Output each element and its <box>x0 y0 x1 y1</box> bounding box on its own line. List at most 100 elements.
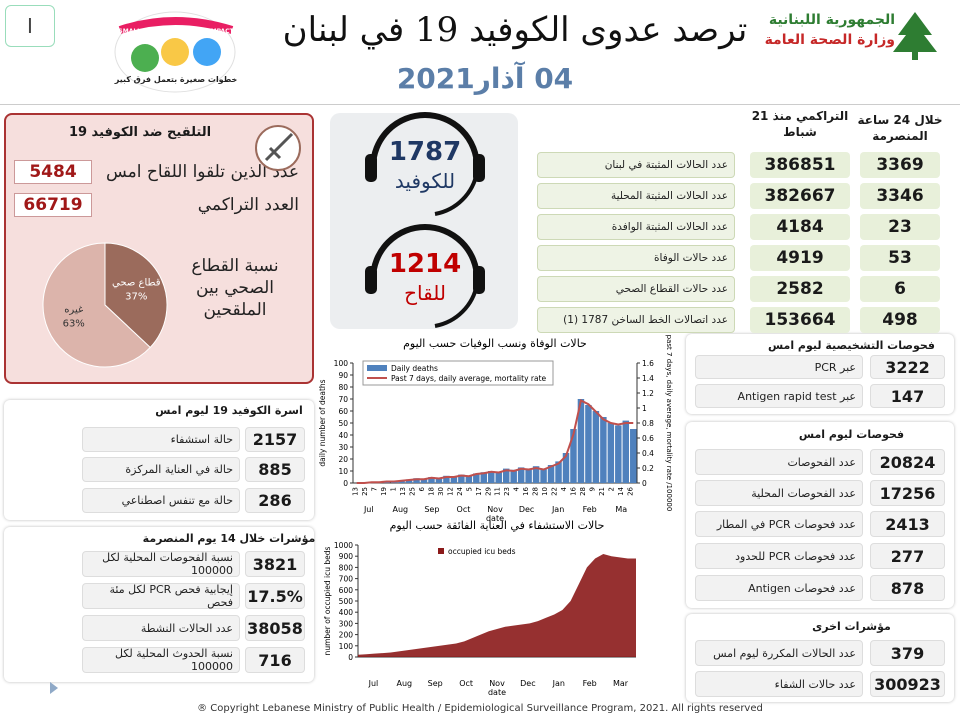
day-label: 18 <box>427 487 435 496</box>
diagnostic-title: فحوصات التشخيصية ليوم امس <box>767 339 936 352</box>
badge: I <box>5 5 55 47</box>
bar <box>622 420 630 483</box>
title: ترصد عدوى الكوفيد 19 في لبنان <box>282 10 748 50</box>
month-label: Sep <box>424 505 439 514</box>
beds-label: حالة استشفاء <box>82 427 240 452</box>
day-label: 11 <box>494 487 502 496</box>
y-tick-label: 0 <box>343 479 348 488</box>
pie-caption: نسبة القطاع الصحي بين الملقحين <box>191 256 279 320</box>
pie-label: غيره <box>64 305 83 316</box>
y2-tick-label: 0.2 <box>642 464 654 473</box>
bar <box>420 479 428 483</box>
legend-swatch <box>438 548 444 554</box>
x-axis-label: date <box>488 688 506 697</box>
summary-cumulative: 382667 <box>750 183 850 209</box>
rate-line <box>356 399 634 484</box>
hotline-number: 1787 <box>389 137 461 167</box>
y-tick-label: 30 <box>338 443 348 452</box>
day-label: 14 <box>617 486 625 495</box>
vaccination-value: 5484 <box>14 160 92 184</box>
indicators14-title: مؤشرات خلال 14 يوم المنصرمة <box>142 532 316 545</box>
logo-slogan: خطوات صغيرة بتعمل فرق كبير <box>114 75 238 84</box>
bar <box>480 472 488 483</box>
headset-ear <box>473 154 485 182</box>
tests-value: 17256 <box>870 480 945 506</box>
day-label: 5 <box>465 487 473 491</box>
indicators14-value: 3821 <box>245 551 305 577</box>
legend-swatch <box>367 365 387 371</box>
bar <box>585 405 592 483</box>
y2-axis-label: past 7 days, daily average, mortality ra… <box>665 335 673 512</box>
beds-label: حالة مع تنفس اصطناعي <box>82 488 240 513</box>
month-label: Feb <box>583 505 597 514</box>
footer: ® Copyright Lebanese Ministry of Public … <box>197 703 763 714</box>
day-label: 2 <box>607 487 615 491</box>
bar <box>547 465 555 483</box>
summary-daily: 53 <box>860 245 940 271</box>
bar <box>555 461 562 483</box>
cedar-trunk <box>912 52 918 60</box>
bar <box>428 477 435 483</box>
diagnostic-value: 3222 <box>870 355 945 379</box>
bar <box>502 468 510 483</box>
day-label: 25 <box>409 487 417 496</box>
beds-title: اسرة الكوفيد 19 ليوم امس <box>155 404 303 417</box>
day-label: 24 <box>456 486 464 495</box>
legend-label: occupied icu beds <box>448 547 516 556</box>
logo-text: SMALL STEPS MAKE A BIG IMPACT <box>118 28 234 35</box>
date: 04 آذار2021 <box>396 62 574 95</box>
month-label: Nov <box>489 679 505 688</box>
bar <box>443 475 450 483</box>
tests-value: 20824 <box>870 449 945 475</box>
month-label: Aug <box>397 679 413 688</box>
logo-ribbon <box>118 17 234 34</box>
y-tick-label: 700 <box>339 575 354 584</box>
y2-tick-label: 1.2 <box>642 389 654 398</box>
indicators14-label: عدد الحالات النشطة <box>82 615 240 641</box>
other-label: عدد الحالات المكررة ليوم امس <box>695 640 863 666</box>
bar <box>458 474 465 483</box>
logo-icon <box>161 38 189 66</box>
vaccination-title: التلقيح ضد الكوفيد 19 <box>68 125 212 140</box>
bar <box>488 471 495 483</box>
day-label: 9 <box>588 487 596 491</box>
pie-slice <box>104 242 168 349</box>
beds-value: 2157 <box>245 427 305 452</box>
y-tick-label: 60 <box>338 407 348 416</box>
vaccination-label: عدد الذين تلقوا اللقاح امس <box>105 162 299 182</box>
ministry-line1: الجمهورية اللبنانية <box>768 12 895 28</box>
month-label: Nov <box>487 505 503 514</box>
summary-daily: 498 <box>860 307 940 333</box>
beds-value: 885 <box>245 457 305 482</box>
y2-tick-label: 0.6 <box>642 434 654 443</box>
y-tick-label: 10 <box>338 467 348 476</box>
indicators14-label: إيجابية فحص PCR لكل مئة فحص <box>82 583 240 609</box>
day-label: 6 <box>418 486 426 491</box>
month-label: Oct <box>457 505 471 514</box>
day-label: 17 <box>475 487 483 496</box>
y-tick-label: 900 <box>339 552 354 561</box>
summary-daily: 23 <box>860 214 940 240</box>
tests-value: 277 <box>870 543 945 569</box>
month-label: Mar <box>613 679 629 688</box>
y2-tick-label: 1 <box>642 404 647 413</box>
tests-label: عدد فحوصات PCR في المطار <box>695 511 863 537</box>
bar <box>630 429 637 483</box>
headset-band <box>370 112 480 168</box>
y-tick-label: 50 <box>338 419 348 428</box>
month-label: Jan <box>551 505 564 514</box>
bar <box>540 468 547 483</box>
summary-daily: 3346 <box>860 183 940 209</box>
month-label: Jul <box>368 679 379 688</box>
y-axis-label: number of occupied icu beds <box>323 546 332 655</box>
month-label: Aug <box>393 505 409 514</box>
y-tick-label: 20 <box>338 455 348 464</box>
indicators14-value: 38058 <box>245 615 305 641</box>
tests-label: عدد فحوصات Antigen <box>695 575 863 601</box>
bar <box>600 417 607 483</box>
summary-label: عدد حالات القطاع الصحي <box>537 276 735 302</box>
y2-tick-label: 0.4 <box>642 449 654 458</box>
logo-icon <box>193 38 221 66</box>
